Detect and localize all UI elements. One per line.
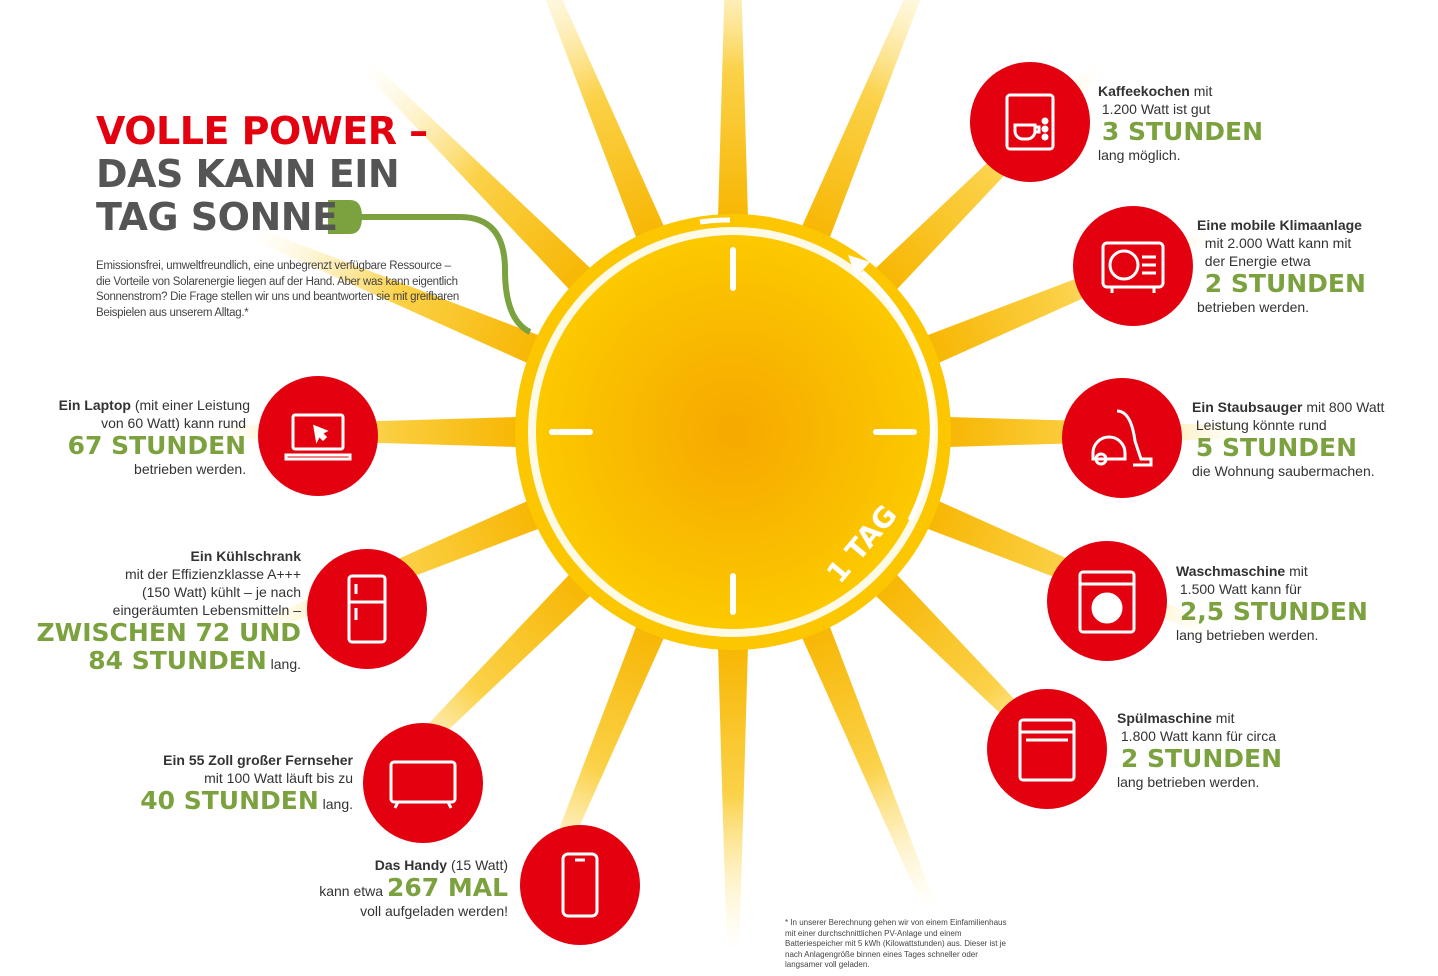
fridge-text: Ein Kühlschrank mit der Effizienzklasse A… (36, 548, 301, 675)
phone-text: Das Handy (15 Watt) kann etwa 267 MAL voll… (319, 857, 508, 919)
klima-text: Eine mobile Klimaanlage mit 2.000 Watt k… (1197, 217, 1366, 315)
smartphone-icon (520, 825, 640, 945)
laptop-text: Ein Laptop (mit einer Leistung von 60 Wat… (58, 397, 250, 477)
tv-text: Ein 55 Zoll großer Fernseher mit 100 Watt… (140, 752, 353, 815)
air-conditioner-icon (1073, 206, 1193, 326)
sun-ray (250, 227, 541, 364)
coffee-text: Kaffeekochen mit 1.200 Watt ist gut 3 ST… (1098, 83, 1264, 163)
washing-machine-icon (1047, 541, 1167, 661)
sun-ray (360, 59, 592, 292)
arrow-icon (848, 255, 870, 278)
sun-ray (718, 0, 748, 218)
footnote: * In unserer Berechnung gehen wir von ei… (785, 918, 1007, 969)
sun-ray (718, 646, 748, 952)
intro-text: Emissionsfrei, umweltfreundlich, eine un… (96, 260, 459, 319)
sun-ray (545, 0, 665, 240)
clock-ticks (549, 247, 917, 615)
plug-icon (328, 200, 362, 234)
clock-arc (699, 217, 935, 522)
laptop-icon (258, 376, 378, 496)
dishwasher-text: Spülmaschine mit 1.800 Watt kann für cir… (1117, 710, 1283, 790)
dishwasher-icon (987, 689, 1107, 809)
vacuum-cleaner-icon (1062, 378, 1182, 498)
power-cable (350, 214, 532, 335)
page-title: VOLLE POWER – DAS KANN EIN TAG SONNE (96, 109, 428, 239)
sun-ray (801, 0, 921, 240)
coffee-machine-icon (970, 62, 1090, 182)
fridge-icon (307, 549, 427, 669)
vacuum-text: Ein Staubsauger mit 800 Watt Leistung kö… (1192, 399, 1385, 479)
tv-icon (363, 723, 483, 843)
washer-text: Waschmaschine mit 1.500 Watt kann für 2,… (1176, 563, 1368, 643)
sun-ray (801, 624, 938, 915)
